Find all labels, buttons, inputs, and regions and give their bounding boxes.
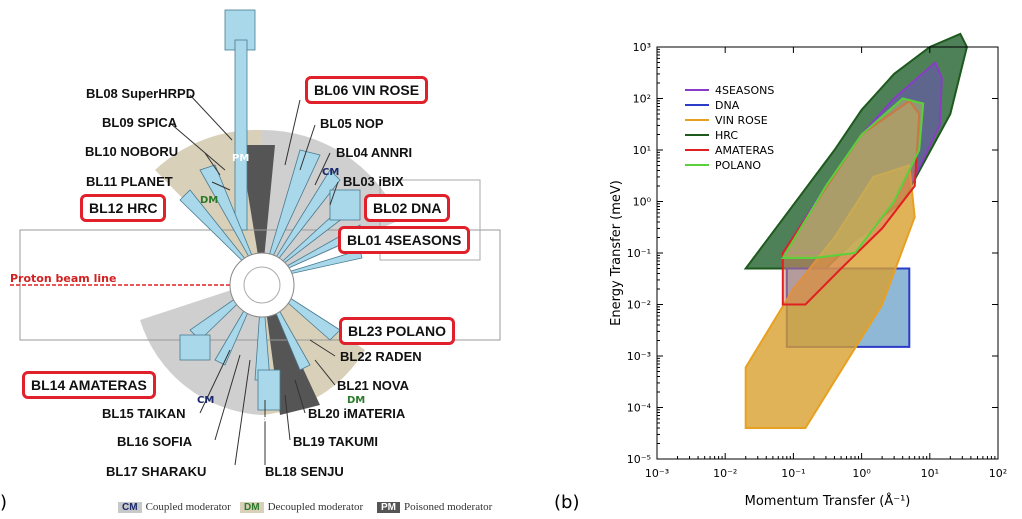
y-tick-label: 10⁻⁵	[627, 453, 651, 466]
legend-pm: PM Poisoned moderator	[377, 501, 492, 513]
legend-label-vin-rose: VIN ROSE	[715, 114, 768, 127]
legend-label-polano: POLANO	[715, 159, 761, 172]
bl08-label: BL08 SuperHRPD	[86, 86, 196, 101]
bl15-label: BL15 TAIKAN	[102, 406, 186, 421]
legend-box	[677, 78, 795, 176]
legend-pm-chip: PM	[377, 502, 400, 513]
proton-beam-label: Proton beam line	[10, 272, 116, 285]
bl16-label: BL16 SOFIA	[117, 434, 193, 449]
legend-label-amateras: AMATERAS	[715, 144, 774, 157]
series-area-polano	[781, 97, 925, 259]
x-tick-label: 10¹	[921, 467, 939, 480]
y-tick-label: 10⁻¹	[627, 247, 651, 260]
legend-cm: CM Coupled moderator	[118, 501, 231, 513]
legend-label-dna: DNA	[715, 99, 740, 112]
bl12-label: BL12 HRC	[80, 194, 167, 222]
legend-cm-text: Coupled moderator	[145, 501, 231, 513]
coverage-chart-panel: (b) 10⁻³ 10⁻² 10⁻¹ 10⁰ 10¹ 10² 10⁻⁵ 10⁻⁴ 10⁻³ 10⁻…	[520, 0, 1022, 519]
dm-tag: DM	[200, 195, 218, 206]
bl22-label: BL22 RADEN	[340, 349, 422, 364]
leader-lines	[169, 94, 339, 466]
legend-label-hrc: HRC	[715, 129, 738, 142]
y-tick-label: 10¹	[633, 144, 651, 157]
x-axis-label: Momentum Transfer (Å⁻¹)	[745, 493, 911, 509]
target-station	[229, 252, 295, 318]
legend-dm-chip: DM	[240, 502, 264, 513]
target-core	[243, 266, 281, 304]
bl09-label: BL09 SPICA	[102, 115, 178, 130]
bl11-label: BL11 PLANET	[86, 174, 173, 189]
x-tick-label: 10²	[989, 467, 1007, 480]
cm-tag: CM	[322, 167, 339, 178]
panel-a-label: )	[0, 492, 8, 513]
panel-b-label: (b)	[554, 492, 580, 513]
y-tick-label: 10⁻³	[627, 350, 651, 363]
pm-sector	[240, 145, 275, 280]
legend-dm-text: Decoupled moderator	[267, 501, 364, 513]
dm-tag-lower: DM	[347, 395, 365, 406]
bl05-label: BL05 NOP	[320, 116, 384, 131]
legend-dm: DM Decoupled moderator	[240, 501, 363, 513]
x-tick-label: 10⁻³	[645, 467, 669, 480]
bl23-label: BL23 POLANO	[339, 317, 456, 345]
x-tick-label: 10⁰	[852, 467, 871, 480]
pm-tag: PM	[232, 153, 249, 164]
bl21-label: BL21 NOVA	[337, 378, 409, 393]
bl20-label: BL20 iMATERIA	[308, 406, 406, 421]
bl19-label: BL19 TAKUMI	[293, 434, 378, 449]
bl10-label: BL10 NOBORU	[85, 144, 179, 159]
beamline-map-panel: PM CM DM CM DM PM Proton beam line BL08 …	[0, 9, 501, 513]
bl04-label: BL04 ANNRI	[336, 145, 413, 160]
bl18-label: BL18 SENJU	[265, 464, 344, 479]
bl06-label: BL06 VIN ROSE	[305, 76, 429, 104]
legend-pm-text: Poisoned moderator	[404, 501, 493, 513]
bl17-label: BL17 SHARAKU	[106, 464, 207, 479]
y-tick-label: 10²	[633, 93, 651, 106]
y-tick-label: 10⁻²	[627, 299, 651, 312]
bl01-label: BL01 4SEASONS	[338, 226, 471, 254]
pm-tag-lower: PM	[260, 416, 277, 427]
legend-label-4seasons: 4SEASONS	[715, 84, 774, 97]
bl02-label: BL02 DNA	[364, 194, 451, 222]
y-tick-label: 10⁰	[633, 196, 652, 209]
qe-coverage-chart: 10⁻³ 10⁻² 10⁻¹ 10⁰ 10¹ 10² 10⁻⁵ 10⁻⁴ 10⁻³ 10⁻² 10⁻…	[609, 32, 1007, 509]
bl14-label: BL14 AMATERAS	[22, 371, 156, 399]
y-tick-label: 10⁻⁴	[627, 402, 652, 415]
bl03-label: BL03 iBIX	[343, 174, 404, 189]
legend-cm-chip: CM	[118, 502, 142, 513]
facility-map: PM CM DM CM DM PM Proton beam line	[10, 9, 501, 466]
cm-tag-lower: CM	[197, 395, 214, 406]
y-axis-label: Energy Transfer (meV)	[609, 180, 624, 326]
x-tick-label: 10⁻²	[713, 467, 737, 480]
y-tick-label: 10³	[633, 41, 651, 54]
x-tick-label: 10⁻¹	[781, 467, 805, 480]
